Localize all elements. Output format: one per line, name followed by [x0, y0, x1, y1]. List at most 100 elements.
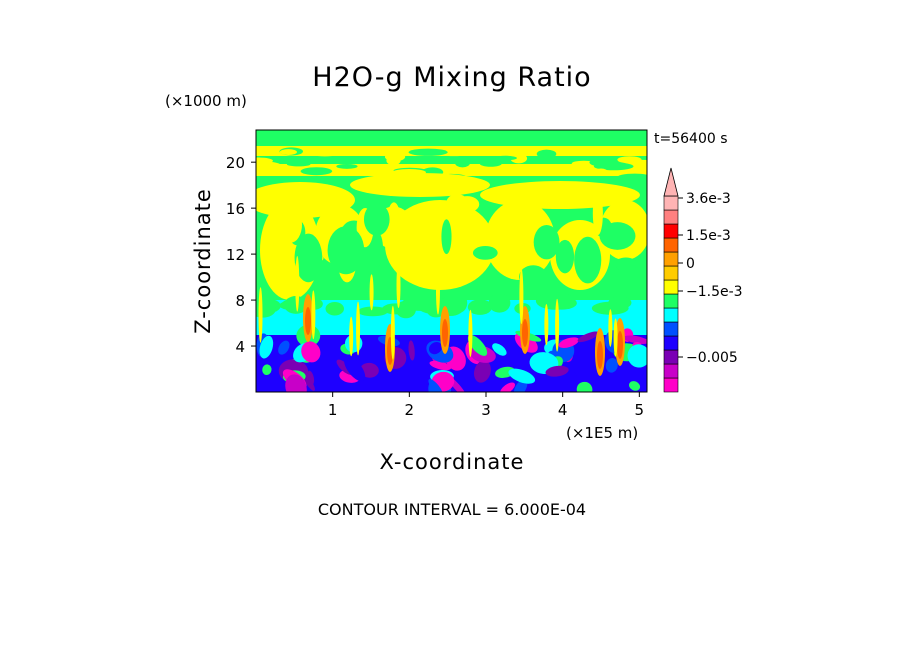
- contour-patch: [428, 342, 442, 355]
- colorbar-label: 0: [686, 256, 695, 272]
- contour-patch: [428, 379, 444, 392]
- y-tick-label: 20: [226, 154, 245, 172]
- contour-patch: [399, 375, 423, 392]
- contour-patch: [258, 287, 263, 343]
- contour-patch: [349, 316, 354, 357]
- contour-patch: [555, 298, 560, 352]
- contour-patch: [294, 233, 323, 283]
- contour-patch: [384, 152, 406, 162]
- contour-patch: [613, 318, 618, 357]
- contour-patch: [617, 331, 623, 359]
- contour-patch: [494, 155, 517, 161]
- contour-patch: [435, 264, 440, 315]
- x-tick-label: 5: [635, 401, 645, 419]
- contour-patch: [259, 335, 274, 359]
- plot-area: [256, 130, 647, 392]
- colorbar-band: [663, 321, 679, 337]
- contour-patch: [356, 301, 361, 356]
- contour-patch: [451, 292, 468, 313]
- contour-patch: [300, 167, 333, 176]
- contour-patch: [555, 239, 575, 274]
- y-tick-label: 8: [235, 292, 245, 310]
- x-axis: 1 2 3 4 5: [328, 392, 644, 419]
- contour-patch: [396, 262, 401, 309]
- colorbar-band: [663, 251, 679, 267]
- contour-patch: [336, 163, 358, 169]
- y-tick-label: 12: [226, 246, 245, 264]
- contour-patch: [519, 265, 548, 289]
- contour-patch: [408, 148, 448, 156]
- contour-patch: [593, 162, 634, 171]
- colorbar-band: [663, 265, 679, 281]
- contour-patch: [455, 196, 480, 213]
- chart-title: H2O-g Mixing Ratio: [312, 62, 591, 93]
- contour-patch: [390, 305, 395, 360]
- contour-patch: [467, 299, 493, 315]
- x-unit-label: (×1E5 m): [566, 424, 638, 442]
- contour-patch: [614, 257, 638, 271]
- contour-patch: [591, 301, 629, 315]
- plot-frame: [255, 129, 648, 393]
- contour-patch: [337, 172, 355, 178]
- colorbar-band: [663, 293, 679, 309]
- y-axis: 4 8 12 16 20: [226, 154, 256, 356]
- contour-patch: [544, 166, 561, 173]
- contour-patch: [545, 365, 569, 377]
- contour-patch: [472, 246, 498, 260]
- colorbar-band: [663, 223, 679, 239]
- contour-patch: [577, 331, 599, 343]
- contour-patch: [485, 200, 555, 280]
- contour-patch: [286, 162, 311, 167]
- contour-patch: [256, 130, 647, 146]
- contour-patch: [369, 274, 374, 311]
- contour-patch: [285, 374, 307, 392]
- contour-patch: [395, 300, 416, 319]
- contour-patch: [488, 293, 511, 313]
- x-tick-label: 2: [405, 401, 415, 419]
- colorbar-band: [663, 377, 679, 393]
- colorbar-label: 1.5e-3: [686, 228, 731, 244]
- colorbar-label: −0.005: [686, 350, 738, 366]
- colorbar-label: 3.6e-3: [686, 191, 731, 207]
- contour-patch: [295, 255, 300, 312]
- contour-interval-label: CONTOUR INTERVAL = 6.000E-04: [318, 500, 586, 519]
- colorbar: 3.6e-3 1.5e-3 0 −1.5e-3 −0.005: [663, 167, 743, 393]
- contour-patch: [454, 157, 471, 168]
- x-axis-title: X-coordinate: [380, 450, 525, 474]
- x-tick-label: 1: [328, 401, 338, 419]
- contour-patch: [574, 236, 602, 284]
- contour-patch: [350, 173, 490, 197]
- contour-patch: [608, 309, 613, 347]
- contour-patch: [533, 224, 560, 260]
- contour-patch: [508, 368, 536, 384]
- contour-field: [256, 130, 647, 392]
- contour-patch: [301, 341, 321, 363]
- contour-patch: [479, 159, 503, 167]
- contour-patch: [327, 226, 365, 275]
- contour-patch: [468, 309, 473, 357]
- contour-patch: [576, 381, 593, 392]
- contour-patch: [522, 319, 528, 347]
- contour-patch: [305, 147, 336, 153]
- contour-patch: [371, 231, 384, 267]
- contour-patch: [623, 335, 647, 344]
- contour-patch: [344, 356, 366, 382]
- contour-patch: [357, 306, 388, 317]
- contour-patch: [462, 147, 484, 154]
- colorbar-band: [663, 307, 679, 323]
- colorbar-band: [663, 335, 679, 351]
- contour-patch: [305, 307, 311, 335]
- contour-patch: [629, 381, 641, 391]
- colorbar-label: −1.5e-3: [686, 284, 743, 300]
- contour-patch: [262, 364, 272, 376]
- contour-patch: [440, 164, 456, 170]
- contour-patch: [256, 301, 276, 318]
- contour-patch: [473, 360, 491, 383]
- y-tick-label: 16: [226, 200, 245, 218]
- colorbar-band: [663, 209, 679, 225]
- contour-patch: [544, 303, 549, 346]
- contour-patch: [256, 161, 282, 171]
- contour-patch: [279, 300, 305, 310]
- contour-patch: [513, 379, 528, 392]
